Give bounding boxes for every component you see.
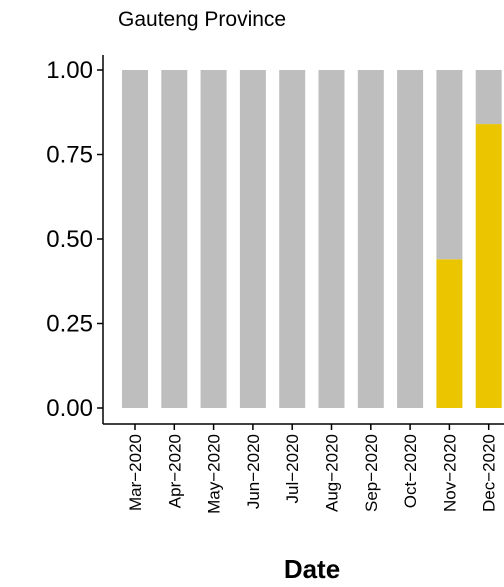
chart-title: Gauteng Province bbox=[118, 8, 287, 31]
y-tick-label: 0.25 bbox=[46, 311, 93, 338]
bar-segment-1-9 bbox=[475, 70, 502, 125]
bar-segment-1-1 bbox=[161, 70, 188, 408]
x-tick-label: Sep−2020 bbox=[362, 434, 381, 512]
x-tick-label: Jun−2020 bbox=[244, 434, 263, 509]
x-tick-label: Mar−2020 bbox=[126, 434, 145, 511]
bar-segment-1-8 bbox=[436, 70, 463, 260]
bar-segment-1-6 bbox=[357, 70, 384, 408]
x-axis-ticks: Mar−2020 Apr−2020 May−2020 Jun−2020 Jul−2020… bbox=[126, 424, 499, 514]
y-tick-label: 0.00 bbox=[46, 395, 93, 422]
x-tick-label: Aug−2020 bbox=[323, 434, 342, 512]
y-tick-label: 0.75 bbox=[46, 142, 93, 169]
y-tick-label: 1.00 bbox=[46, 57, 93, 84]
bar-segment-1-4 bbox=[279, 70, 306, 408]
y-axis-ticks: 0.00 0.25 0.50 0.75 1.00 bbox=[46, 57, 103, 422]
x-tick-label: May−2020 bbox=[205, 434, 224, 514]
y-tick-label: 0.50 bbox=[46, 226, 93, 253]
bar-segment-1-2 bbox=[200, 70, 227, 408]
x-tick-label: Oct−2020 bbox=[401, 434, 420, 508]
bar-segment-1-7 bbox=[397, 70, 424, 408]
x-tick-label: Apr−2020 bbox=[165, 434, 184, 508]
bar-segment-1-3 bbox=[239, 70, 266, 408]
x-axis-title: Date bbox=[284, 554, 340, 584]
bar-segment-0-9 bbox=[475, 124, 502, 408]
bars-layer bbox=[122, 70, 502, 408]
x-tick-label: Nov−2020 bbox=[440, 434, 459, 512]
bar-segment-1-5 bbox=[318, 70, 345, 408]
bar-segment-1-0 bbox=[122, 70, 148, 408]
bar-segment-0-8 bbox=[436, 259, 463, 408]
x-tick-label: Dec−2020 bbox=[480, 434, 499, 512]
x-tick-label: Jul−2020 bbox=[283, 434, 302, 503]
